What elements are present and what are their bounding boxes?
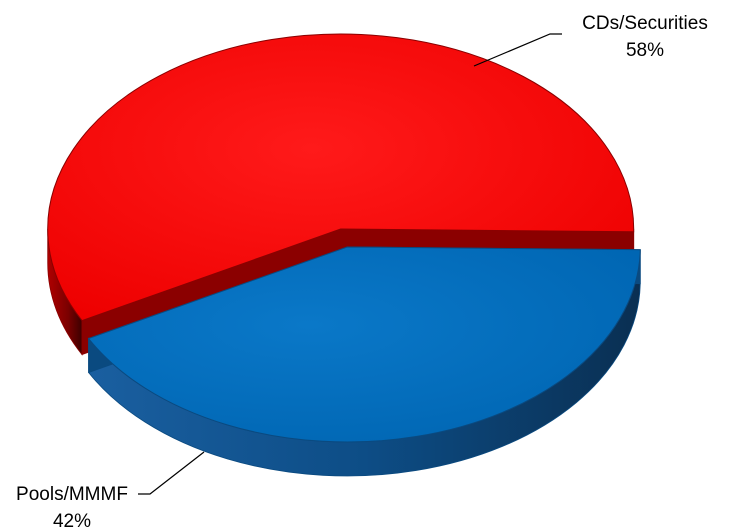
leader-line-pools-mmmf (138, 451, 205, 495)
slice-value-pools-mmmf: 42% (53, 511, 91, 532)
slice-label-pools-mmmf: Pools/MMMF (16, 484, 128, 505)
slice-value-cds-securities: 58% (626, 40, 664, 61)
pie-slice-cds-securities (47, 33, 635, 322)
slice-label-cds-securities: CDs/Securities (582, 13, 708, 34)
leader-line-cds-securities (473, 33, 562, 67)
pie-slice-pools-mmmf (87, 246, 641, 443)
